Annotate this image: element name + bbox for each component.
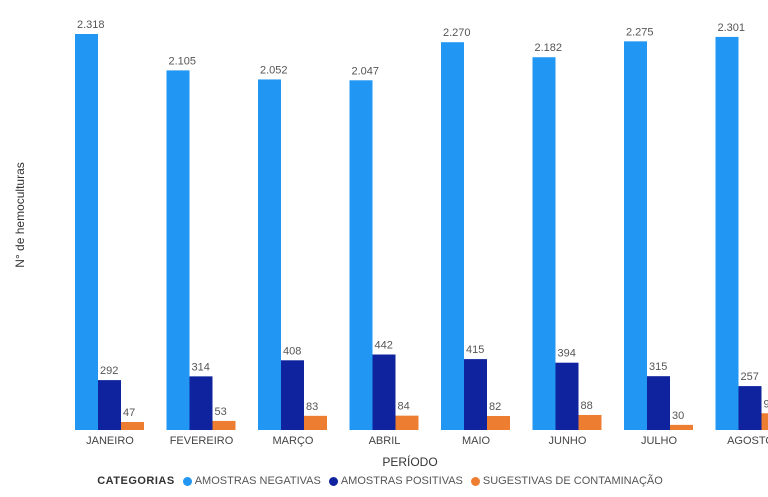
value-label-sugestivas-de-contaminacao-abril: 84: [398, 401, 410, 413]
bar-amostras-positivas-marco: [281, 360, 304, 430]
legend-label-amostras-negativas: AMOSTRAS NEGATIVAS: [194, 475, 321, 487]
legend-title: CATEGORIAS: [97, 475, 175, 487]
bar-sugestivas-de-contaminacao-junho: [578, 414, 602, 430]
bar-amostras-negativas-agosto: [715, 36, 739, 430]
bar-sugestivas-de-contaminacao-agosto: [761, 413, 768, 430]
value-label-sugestivas-de-contaminacao-agosto: 98: [764, 398, 768, 410]
value-label-sugestivas-de-contaminacao-junho: 88: [581, 400, 593, 412]
legend-item-amostras-negativas: AMOSTRAS NEGATIVAS: [182, 475, 321, 487]
bar-amostras-positivas-janeiro: [98, 380, 121, 430]
bars-layer: [75, 34, 768, 431]
bar-amostras-positivas-maio: [464, 359, 487, 430]
category-label-abril: ABRIL: [369, 435, 401, 447]
legend: CATEGORIAS AMOSTRAS NEGATIVAS AMOSTRAS PO…: [0, 470, 768, 492]
bar-amostras-positivas-junho: [555, 362, 579, 430]
bar-amostras-negativas-janeiro: [75, 34, 98, 430]
bar-amostras-negativas-junho: [532, 57, 556, 430]
value-label-amostras-negativas-abril: 2.047: [352, 65, 380, 77]
legend-label-sugestivas-de-contaminacao: SUGESTIVAS DE CONTAMINAÇÃO: [482, 475, 663, 487]
bar-amostras-positivas-abril: [372, 354, 396, 430]
legend-dot-amostras-negativas: [182, 476, 192, 486]
value-label-amostras-positivas-julho: 315: [649, 361, 667, 373]
bar-sugestivas-de-contaminacao-julho: [670, 424, 693, 430]
value-label-amostras-negativas-junho: 2.182: [535, 42, 563, 54]
category-label-janeiro: JANEIRO: [86, 435, 134, 447]
value-label-amostras-positivas-janeiro: 292: [100, 365, 118, 377]
category-label-fevereiro: FEVEREIRO: [170, 435, 234, 447]
value-label-amostras-positivas-marco: 408: [283, 345, 301, 357]
legend-dot-amostras-positivas: [328, 476, 338, 486]
legend-item-amostras-positivas: AMOSTRAS POSITIVAS: [328, 475, 463, 487]
value-label-amostras-negativas-marco: 2.052: [260, 64, 288, 76]
category-labels-layer: JANEIRO FEVEREIRO MARÇO ABRIL MAIO JUNHO JULHO…: [86, 435, 768, 447]
category-label-junho: JUNHO: [549, 435, 587, 447]
bar-chart: 2.318 292 47 2.105 314 53 2.052 408 83 2.047 442 84…: [13, 19, 768, 469]
value-label-sugestivas-de-contaminacao-marco: 83: [306, 401, 318, 413]
value-label-amostras-positivas-maio: 415: [466, 344, 484, 356]
bar-amostras-negativas-abril: [349, 80, 373, 430]
bar-sugestivas-de-contaminacao-fevereiro: [212, 420, 236, 430]
bar-sugestivas-de-contaminacao-marco: [304, 415, 327, 430]
legend-dot-sugestivas-de-contaminacao: [470, 476, 480, 486]
legend-item-sugestivas-de-contaminacao: SUGESTIVAS DE CONTAMINAÇÃO: [470, 475, 663, 487]
legend-label-amostras-positivas: AMOSTRAS POSITIVAS: [340, 475, 463, 487]
value-labels-layer: 2.318 292 47 2.105 314 53 2.052 408 83 2.047 442 84…: [77, 19, 768, 422]
value-label-sugestivas-de-contaminacao-fevereiro: 53: [215, 406, 227, 418]
category-label-agosto: AGOSTO: [727, 435, 768, 447]
x-axis-title: PERÍODO: [382, 454, 437, 469]
value-label-sugestivas-de-contaminacao-maio: 82: [489, 401, 501, 413]
bar-sugestivas-de-contaminacao-abril: [395, 415, 419, 430]
bar-amostras-negativas-fevereiro: [166, 70, 190, 430]
bar-amostras-negativas-marco: [258, 79, 281, 430]
value-label-amostras-positivas-agosto: 257: [741, 371, 759, 383]
bar-sugestivas-de-contaminacao-janeiro: [121, 421, 144, 430]
value-label-amostras-positivas-abril: 442: [375, 339, 393, 351]
value-label-amostras-negativas-janeiro: 2.318: [77, 19, 105, 31]
value-label-amostras-negativas-maio: 2.270: [443, 27, 471, 39]
y-axis-title: N° de hemoculturas: [13, 162, 27, 268]
bar-amostras-negativas-julho: [624, 41, 647, 431]
value-label-amostras-positivas-junho: 394: [558, 348, 576, 360]
category-label-marco: MARÇO: [273, 435, 314, 447]
value-label-amostras-positivas-fevereiro: 314: [192, 361, 210, 373]
value-label-amostras-negativas-agosto: 2.301: [718, 22, 746, 34]
category-label-julho: JULHO: [641, 435, 678, 447]
value-label-amostras-negativas-julho: 2.275: [626, 26, 654, 38]
category-label-maio: MAIO: [462, 435, 491, 447]
bar-amostras-positivas-agosto: [738, 386, 762, 430]
value-label-sugestivas-de-contaminacao-janeiro: 47: [123, 407, 135, 419]
bar-amostras-negativas-maio: [441, 42, 464, 431]
value-label-amostras-negativas-fevereiro: 2.105: [169, 55, 197, 67]
legend-items: AMOSTRAS NEGATIVAS AMOSTRAS POSITIVAS SUGE…: [182, 475, 671, 487]
bar-amostras-positivas-julho: [647, 376, 670, 430]
value-label-sugestivas-de-contaminacao-julho: 30: [672, 410, 684, 422]
bar-sugestivas-de-contaminacao-maio: [487, 415, 510, 430]
bar-amostras-positivas-fevereiro: [189, 376, 213, 430]
